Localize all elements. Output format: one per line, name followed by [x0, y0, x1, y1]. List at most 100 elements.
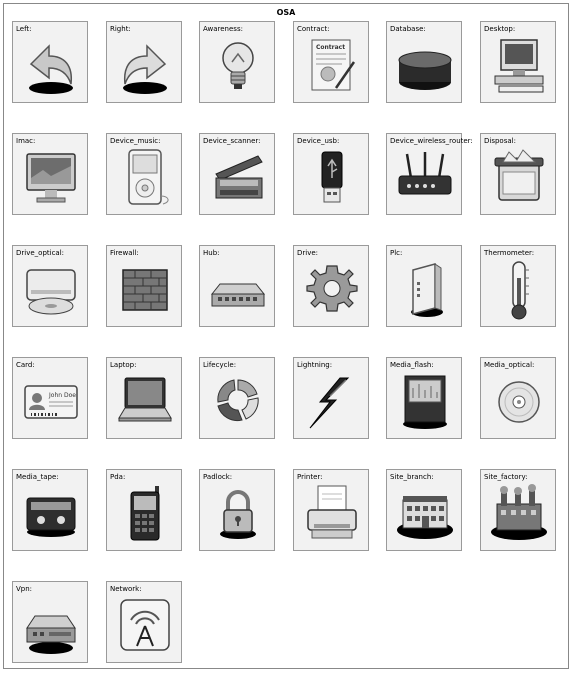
- laptop-icon: [118, 377, 172, 422]
- icon-tile: Drive_optical:: [12, 245, 88, 327]
- tile-label: Device_usb:: [297, 137, 340, 145]
- disposal-icon: [494, 149, 544, 201]
- icon-tile: Lightning:: [293, 357, 369, 439]
- tile-label: Media_tape:: [16, 473, 59, 481]
- optical-drive-icon: [26, 269, 76, 315]
- flash-media-icon: [403, 375, 447, 429]
- icon-tile: Imac:: [12, 133, 88, 215]
- tile-label: Awareness:: [203, 25, 243, 33]
- arrow-left-icon: [29, 44, 73, 94]
- icon-tile: Media_tape:: [12, 469, 88, 551]
- gear-icon: [306, 265, 358, 312]
- tile-label: Device_wireless_router:: [390, 137, 473, 145]
- tile-label: Printer:: [297, 473, 323, 481]
- printer-icon: [307, 485, 357, 539]
- icon-tile: Firewall:: [106, 245, 182, 327]
- icon-tile: Site_branch:: [386, 469, 462, 551]
- tile-label: Plc:: [390, 249, 403, 257]
- icon-tile: Contract: Contract: [293, 21, 369, 103]
- thermometer-icon: [511, 261, 529, 320]
- plc-icon: [411, 263, 443, 317]
- tile-label: Laptop:: [110, 361, 137, 369]
- icon-tile: Hub:: [199, 245, 275, 327]
- usb-icon: [321, 151, 343, 203]
- tile-label: Site_branch:: [390, 473, 434, 481]
- arrow-right-icon: [123, 44, 167, 94]
- icon-tile: Database:: [386, 21, 462, 103]
- contract-icon: Contract: [311, 39, 356, 91]
- wireless-router-icon: [398, 152, 452, 195]
- tile-label: Media_flash:: [390, 361, 434, 369]
- tile-label: Disposal:: [484, 137, 516, 145]
- branch-building-icon: [397, 496, 453, 539]
- desktop-icon: [494, 39, 544, 93]
- icon-tile: Printer:: [293, 469, 369, 551]
- icon-tile: Card: John Doe: [12, 357, 88, 439]
- icon-tile: Right:: [106, 21, 182, 103]
- lightning-icon: [309, 377, 350, 429]
- icon-tile: Device_usb:: [293, 133, 369, 215]
- icon-tile: Disposal:: [480, 133, 556, 215]
- icon-tile: Padlock:: [199, 469, 275, 551]
- tile-label: Left:: [16, 25, 32, 33]
- tile-label: Site_factory:: [484, 473, 528, 481]
- tile-label: Vpn:: [16, 585, 33, 593]
- tile-label: Contract:: [297, 25, 330, 33]
- diagram-frame: OSA: [3, 3, 569, 669]
- icon-tile: Device_wireless_router:: [386, 133, 473, 215]
- factory-icon: [491, 484, 547, 540]
- icon-tile: Network:: [106, 581, 182, 663]
- tile-label: Lifecycle:: [203, 361, 237, 369]
- firewall-icon: [122, 269, 168, 311]
- tape-icon: [26, 497, 76, 537]
- music-player-icon: [128, 149, 169, 205]
- icon-tile: Laptop:: [106, 357, 182, 439]
- vpn-icon: [26, 615, 76, 654]
- optical-disc-icon: [498, 381, 540, 423]
- icon-caption: John Doe: [48, 392, 76, 399]
- scanner-icon: [215, 155, 263, 199]
- icon-tile: Thermometer:: [480, 245, 556, 327]
- icon-tile: Desktop:: [480, 21, 556, 103]
- icon-tile: Vpn:: [12, 581, 88, 663]
- icon-tile: Media_optical:: [480, 357, 556, 439]
- icon-tile: Pda:: [106, 469, 182, 551]
- lightbulb-icon: [222, 42, 254, 89]
- tile-label: Right:: [110, 25, 131, 33]
- tile-label: Padlock:: [203, 473, 233, 481]
- tile-label: Media_optical:: [484, 361, 535, 369]
- imac-icon: [26, 153, 76, 203]
- icon-caption: Contract: [316, 44, 345, 51]
- pda-icon: [130, 486, 160, 541]
- diagram-title: OSA: [276, 8, 296, 17]
- icon-tile: Site_factory:: [480, 469, 556, 551]
- database-icon: [398, 51, 452, 90]
- icon-tile: Drive:: [293, 245, 369, 327]
- lifecycle-icon: [217, 379, 259, 422]
- tile-label: Imac:: [16, 137, 36, 145]
- tile-label: Desktop:: [484, 25, 516, 33]
- padlock-icon: [220, 490, 256, 539]
- tile-label: Thermometer:: [484, 249, 535, 257]
- hub-icon: [210, 283, 266, 307]
- id-card-icon: John Doe: [24, 385, 78, 419]
- icon-tile: Plc:: [386, 245, 462, 327]
- tile-label: Pda:: [110, 473, 126, 481]
- tile-label: Drive:: [297, 249, 319, 257]
- icon-tile: Lifecycle:: [199, 357, 275, 439]
- tile-label: Card:: [16, 361, 35, 369]
- icon-tile: Device_scanner:: [199, 133, 275, 215]
- tile-label: Network:: [110, 585, 142, 593]
- tile-label: Firewall:: [110, 249, 139, 257]
- icon-tile: Left:: [12, 21, 88, 103]
- tile-label: Hub:: [203, 249, 220, 257]
- icon-tile: Device_music:: [106, 133, 182, 215]
- tile-label: Drive_optical:: [16, 249, 65, 257]
- tile-label: Device_scanner:: [203, 137, 261, 145]
- network-tower-icon: [120, 599, 170, 651]
- tile-label: Database:: [390, 25, 426, 33]
- icon-tile: Media_flash:: [386, 357, 462, 439]
- icon-tile: Awareness:: [199, 21, 275, 103]
- tile-label: Lightning:: [297, 361, 333, 369]
- tile-label: Device_music:: [110, 137, 161, 145]
